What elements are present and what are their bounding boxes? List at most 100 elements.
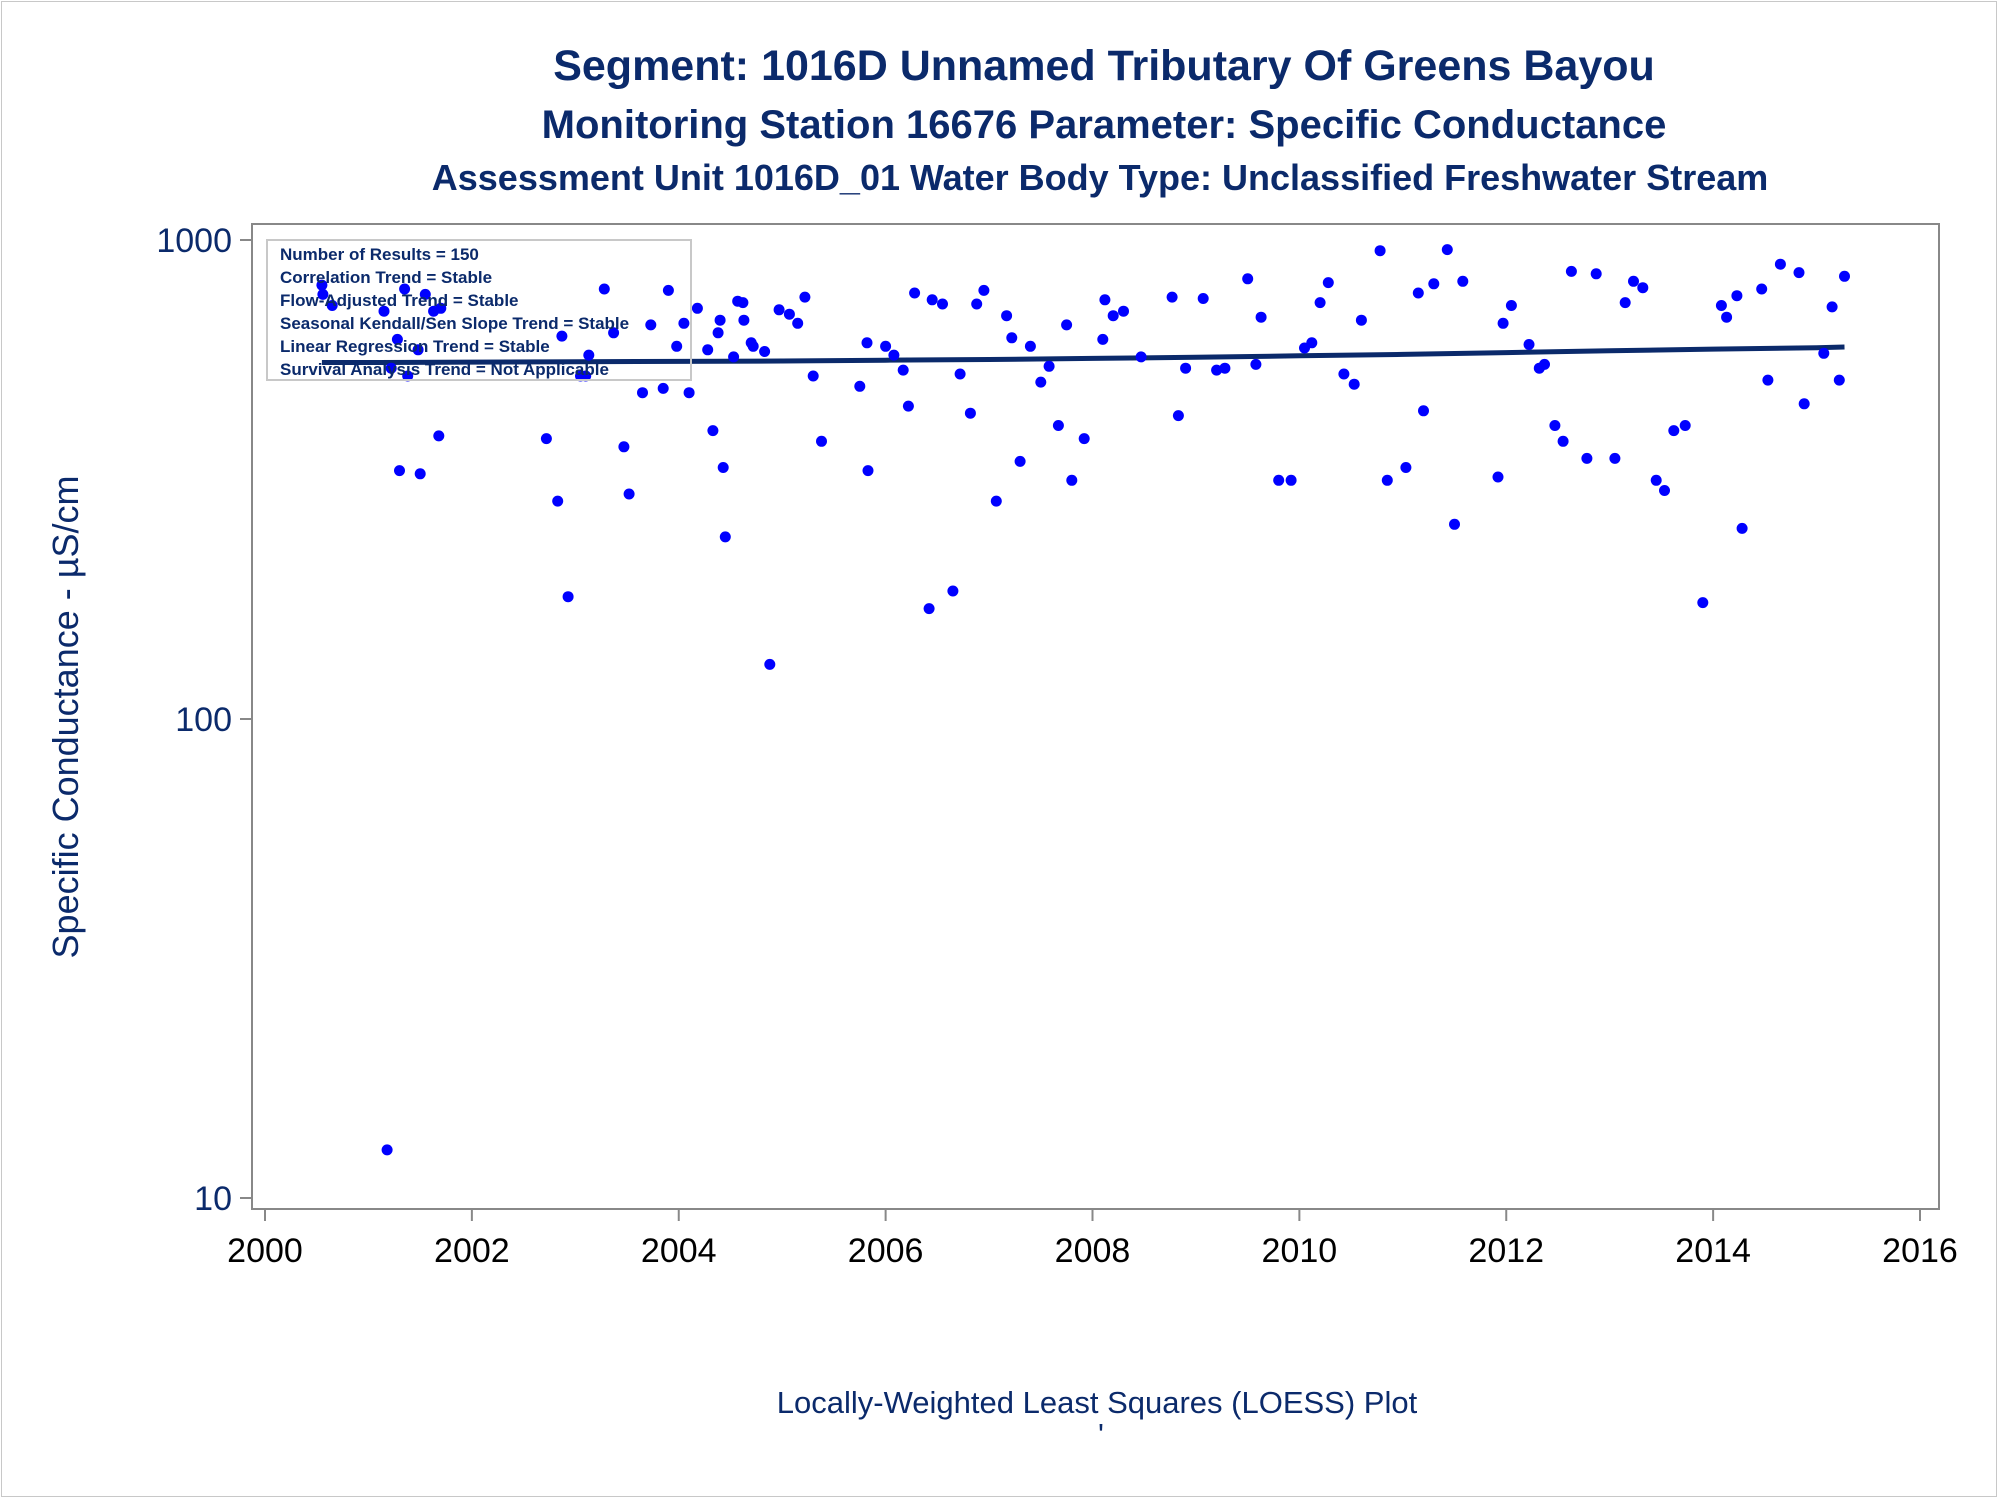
- data-point: [990, 495, 1002, 507]
- data-point: [662, 284, 674, 296]
- footnote-loess: Locally-Weighted Least Squares (LOESS) P…: [777, 1385, 1418, 1420]
- data-point: [909, 287, 921, 299]
- data-point: [657, 382, 669, 394]
- data-point: [738, 314, 750, 326]
- data-point: [717, 462, 729, 473]
- data-point: [1211, 364, 1223, 376]
- data-point: [1052, 420, 1064, 431]
- data-point: [971, 298, 983, 310]
- data-point: [1338, 368, 1350, 380]
- data-point: [1035, 376, 1047, 388]
- stat-flow-adjusted-trend: Flow-Adjusted Trend = Stable: [280, 291, 519, 310]
- data-point: [1348, 378, 1360, 390]
- x-tick-label: 2000: [227, 1232, 303, 1270]
- data-point: [1061, 319, 1073, 331]
- data-point: [1762, 374, 1774, 386]
- data-point: [728, 351, 740, 363]
- data-point: [1118, 305, 1129, 317]
- data-point: [583, 349, 595, 361]
- data-point: [1609, 452, 1621, 464]
- data-point: [412, 344, 424, 356]
- data-point: [381, 1144, 393, 1156]
- data-point: [1381, 474, 1393, 486]
- x-tick-label: 2014: [1675, 1232, 1751, 1270]
- data-point: [1006, 332, 1018, 344]
- stat-correlation-trend: Correlation Trend = Stable: [280, 268, 492, 287]
- data-point: [1505, 300, 1517, 311]
- y-axis-label: Specific Conductance - µS/cm: [45, 476, 86, 959]
- footnote-mark: ': [1098, 1417, 1104, 1452]
- trend-stats-box: Number of Results = 150 Correlation Tren…: [266, 239, 692, 381]
- data-point: [1099, 294, 1111, 306]
- data-point: [880, 340, 892, 352]
- data-point: [1549, 420, 1561, 431]
- data-point: [1697, 597, 1709, 609]
- data-point: [402, 370, 414, 382]
- plot-area: [251, 223, 1940, 1210]
- data-point: [1428, 278, 1440, 290]
- data-point: [618, 441, 630, 453]
- trend-stats-box-border: [266, 239, 692, 381]
- data-point: [316, 279, 328, 291]
- stat-linear-regression-trend: Linear Regression Trend = Stable: [280, 337, 550, 356]
- loess-line-layer: [321, 344, 1845, 365]
- data-point: [1014, 455, 1026, 467]
- data-point: [737, 297, 749, 309]
- data-point: [1412, 287, 1424, 299]
- data-point: [978, 284, 990, 296]
- data-point: [1306, 337, 1318, 349]
- data-point: [1242, 273, 1254, 285]
- data-point: [854, 380, 866, 392]
- data-point: [1793, 267, 1805, 279]
- chart-subtitle-assessment: Assessment Unit 1016D_01 Water Body Type…: [432, 157, 1769, 198]
- data-point: [378, 305, 390, 317]
- y-axis: 10 100 1000: [156, 222, 252, 1218]
- data-point: [1449, 518, 1460, 530]
- data-point: [691, 302, 703, 314]
- data-point: [1078, 433, 1090, 445]
- data-point: [1619, 297, 1631, 309]
- data-point: [1736, 522, 1748, 534]
- data-point: [1581, 452, 1593, 464]
- data-point: [759, 346, 771, 357]
- data-point: [937, 298, 948, 310]
- data-point: [1322, 277, 1334, 289]
- data-point: [419, 288, 431, 300]
- stat-seasonal-kendall-trend: Seasonal Kendall/Sen Slope Trend = Stabl…: [280, 314, 629, 333]
- data-point: [1250, 358, 1262, 370]
- data-point: [580, 370, 592, 382]
- chart-subtitle-station: Monitoring Station 16676 Parameter: Spec…: [542, 103, 1667, 147]
- data-point: [552, 495, 564, 507]
- y-tick-label: 10: [194, 1180, 232, 1218]
- x-tick-label: 2004: [641, 1232, 717, 1270]
- data-point: [1818, 347, 1830, 359]
- data-point: [1668, 425, 1680, 437]
- data-point: [888, 349, 900, 361]
- data-point: [773, 304, 785, 316]
- data-point: [598, 283, 610, 295]
- data-point: [897, 364, 909, 376]
- data-point: [1557, 435, 1569, 447]
- data-point: [747, 340, 759, 352]
- data-point: [1715, 300, 1727, 311]
- data-point: [678, 317, 690, 329]
- data-point: [764, 658, 776, 670]
- data-point: [1565, 265, 1577, 277]
- data-point: [1839, 270, 1850, 282]
- data-point: [1273, 474, 1285, 486]
- data-point: [1523, 339, 1535, 350]
- data-point: [1539, 358, 1550, 370]
- data-point: [623, 488, 635, 500]
- data-point: [1219, 362, 1231, 374]
- data-point: [1255, 311, 1267, 323]
- data-point: [862, 465, 874, 477]
- y-tick-label: 1000: [156, 222, 232, 260]
- data-point: [540, 433, 552, 445]
- data-point: [562, 591, 574, 603]
- data-point: [1107, 310, 1119, 322]
- data-point: [1135, 351, 1147, 363]
- data-point: [902, 400, 914, 412]
- x-axis: 2000 2002 2004 2006 2008 2010 2012 2014 2016: [227, 1209, 1958, 1270]
